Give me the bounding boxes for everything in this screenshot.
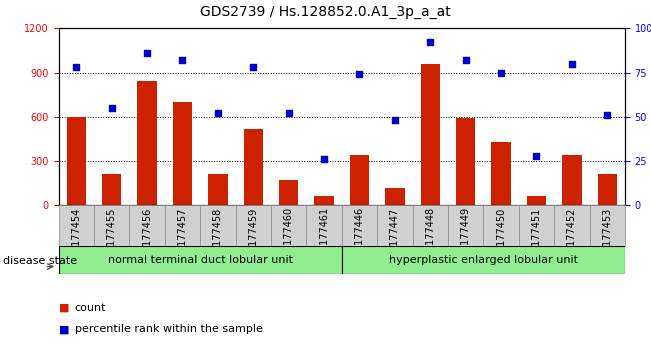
Bar — [200, 205, 236, 246]
Text: GDS2739 / Hs.128852.0.A1_3p_a_at: GDS2739 / Hs.128852.0.A1_3p_a_at — [200, 5, 451, 19]
Point — [496, 70, 506, 75]
Bar — [307, 205, 342, 246]
Text: GSM177447: GSM177447 — [390, 207, 400, 267]
Bar — [137, 81, 157, 205]
Text: GSM177450: GSM177450 — [496, 207, 506, 267]
Point — [566, 61, 577, 67]
Text: disease state: disease state — [3, 256, 77, 266]
Bar — [377, 205, 413, 246]
Point — [319, 156, 329, 162]
Bar — [456, 118, 475, 205]
Bar — [236, 205, 271, 246]
Text: GSM177460: GSM177460 — [284, 207, 294, 267]
Bar — [165, 205, 200, 246]
Text: GSM177448: GSM177448 — [425, 207, 436, 267]
Point — [354, 72, 365, 77]
Bar — [314, 196, 334, 205]
Point — [390, 118, 400, 123]
Bar — [385, 188, 405, 205]
Bar — [492, 142, 511, 205]
Bar — [519, 205, 554, 246]
Text: GSM177452: GSM177452 — [567, 207, 577, 267]
Bar — [350, 155, 369, 205]
Bar — [590, 205, 625, 246]
Bar — [271, 205, 307, 246]
Bar — [94, 205, 130, 246]
Point — [71, 64, 81, 70]
Text: GSM177453: GSM177453 — [602, 207, 612, 267]
Text: GSM177449: GSM177449 — [461, 207, 471, 267]
Text: GSM177457: GSM177457 — [178, 207, 187, 267]
Point — [107, 105, 117, 111]
Bar — [527, 196, 546, 205]
Bar — [243, 129, 263, 205]
Point — [460, 57, 471, 63]
Text: GSM177446: GSM177446 — [355, 207, 365, 267]
Point — [425, 40, 436, 45]
Text: GSM177458: GSM177458 — [213, 207, 223, 267]
Text: count: count — [75, 303, 106, 313]
Bar — [208, 175, 228, 205]
Point — [602, 112, 613, 118]
Bar — [342, 205, 377, 246]
Bar — [59, 205, 94, 246]
Bar — [66, 117, 86, 205]
Bar — [342, 246, 625, 274]
Text: GSM177459: GSM177459 — [248, 207, 258, 267]
Text: ■: ■ — [59, 324, 69, 334]
Point — [248, 64, 258, 70]
Bar — [173, 102, 192, 205]
Bar — [483, 205, 519, 246]
Text: hyperplastic enlarged lobular unit: hyperplastic enlarged lobular unit — [389, 255, 578, 265]
Bar — [130, 205, 165, 246]
Text: normal terminal duct lobular unit: normal terminal duct lobular unit — [107, 255, 293, 265]
Text: GSM177451: GSM177451 — [531, 207, 542, 267]
Point — [142, 50, 152, 56]
Point — [177, 57, 187, 63]
Text: percentile rank within the sample: percentile rank within the sample — [75, 324, 263, 334]
Text: ■: ■ — [59, 303, 69, 313]
Point — [531, 153, 542, 159]
Text: GSM177461: GSM177461 — [319, 207, 329, 267]
Bar — [421, 64, 440, 205]
Point — [213, 110, 223, 116]
Bar — [279, 180, 298, 205]
Bar — [413, 205, 448, 246]
Bar — [562, 155, 581, 205]
Bar — [598, 175, 617, 205]
Point — [283, 110, 294, 116]
Text: GSM177455: GSM177455 — [107, 207, 117, 267]
Bar — [102, 175, 122, 205]
Bar — [448, 205, 483, 246]
Text: GSM177456: GSM177456 — [142, 207, 152, 267]
Bar — [59, 246, 342, 274]
Text: GSM177454: GSM177454 — [72, 207, 81, 267]
Bar — [554, 205, 590, 246]
